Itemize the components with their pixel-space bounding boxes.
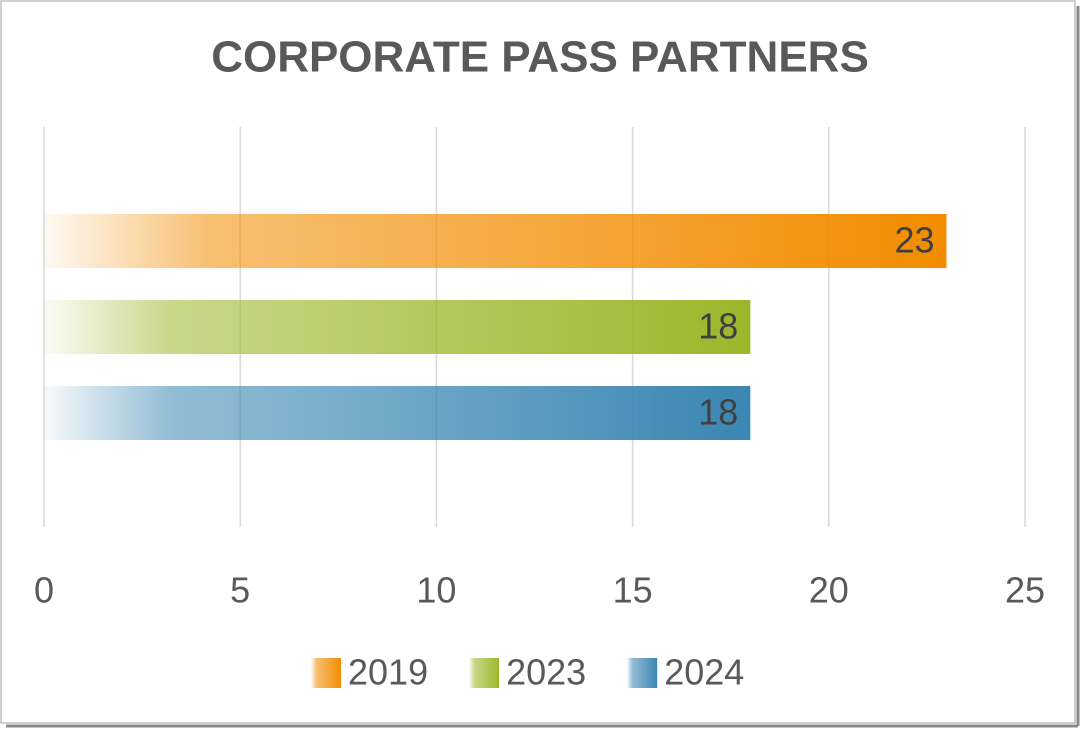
data-label: 23 — [894, 220, 934, 261]
legend-swatch — [627, 658, 658, 688]
legend-label: 2024 — [664, 652, 744, 693]
bar — [44, 214, 947, 268]
legend-swatch — [469, 658, 500, 688]
x-tick-label: 5 — [230, 570, 250, 611]
data-label: 18 — [698, 392, 738, 433]
legend-swatch — [311, 658, 341, 688]
bar — [44, 386, 751, 440]
x-tick-label: 10 — [416, 570, 456, 611]
x-tick-label: 20 — [809, 570, 849, 611]
legend-label: 2019 — [348, 652, 428, 693]
x-tick-label: 0 — [34, 570, 54, 611]
data-label: 18 — [698, 306, 738, 347]
legend-label: 2023 — [506, 652, 586, 693]
x-tick-label: 25 — [1005, 570, 1045, 611]
bar — [44, 300, 751, 354]
x-tick-label: 15 — [613, 570, 653, 611]
chart-title: CORPORATE PASS PARTNERS — [211, 33, 869, 82]
